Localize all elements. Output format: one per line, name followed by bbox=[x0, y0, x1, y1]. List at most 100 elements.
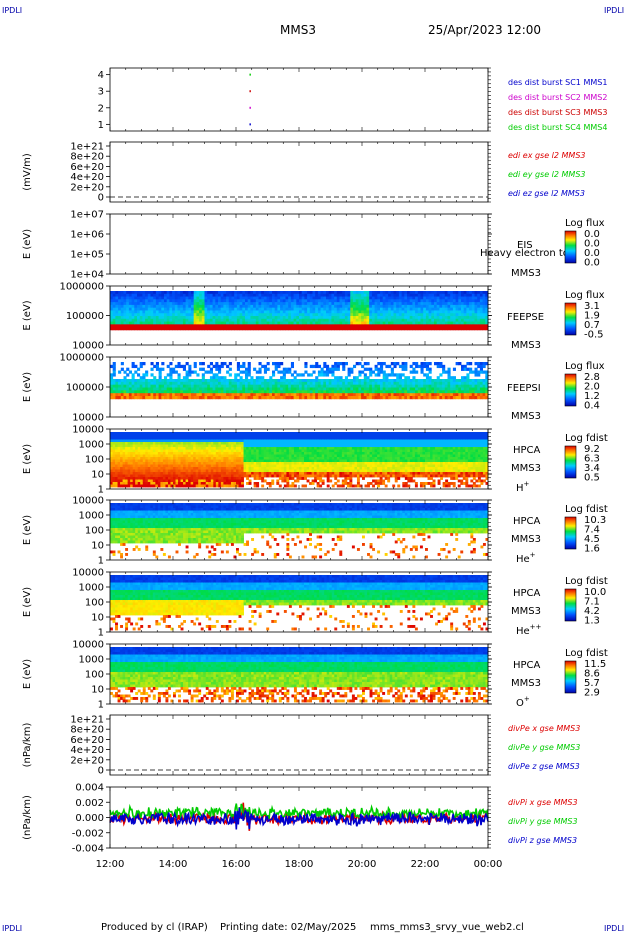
spectrogram-cell bbox=[280, 313, 284, 317]
spectrogram-cell bbox=[258, 464, 262, 468]
spectrogram-cell bbox=[296, 396, 300, 400]
spectrogram-cell bbox=[425, 291, 429, 295]
spectrogram-cell bbox=[273, 434, 277, 438]
spectrogram-cell bbox=[377, 293, 381, 297]
spectrogram-cell bbox=[134, 302, 138, 306]
spectrogram-cell bbox=[167, 479, 171, 483]
spectrogram-cell bbox=[139, 293, 143, 297]
spectrogram-cell bbox=[409, 381, 413, 386]
spectrogram-cell bbox=[210, 469, 214, 473]
spectrogram-cell bbox=[145, 479, 149, 483]
spectrogram-cell bbox=[315, 296, 319, 300]
spectrogram-cell bbox=[450, 387, 454, 391]
spectrogram-cell bbox=[131, 379, 135, 383]
spectrogram-cell bbox=[120, 457, 123, 460]
spectrogram-cell bbox=[193, 484, 197, 488]
spectrogram-cell bbox=[253, 459, 257, 463]
spectrogram-cell bbox=[209, 387, 213, 391]
spectrogram-cell bbox=[234, 396, 238, 400]
spectrogram-cell bbox=[309, 379, 313, 383]
spectrogram-cell bbox=[261, 376, 265, 380]
spectrogram-cell bbox=[225, 477, 229, 480]
spectrogram-cell bbox=[242, 310, 246, 314]
spectrogram-cell bbox=[215, 307, 219, 311]
spectrogram-cell bbox=[268, 447, 272, 450]
spectrogram-cell bbox=[263, 379, 267, 383]
y-tick-label: 1e+21 bbox=[70, 142, 104, 153]
spectrogram-cell bbox=[166, 313, 170, 317]
spectrogram-cell bbox=[150, 384, 154, 388]
spectrogram-cell bbox=[218, 293, 222, 297]
spectrogram-cell bbox=[263, 381, 267, 386]
spectrogram-cell bbox=[225, 452, 229, 455]
spectrogram-cell bbox=[444, 379, 448, 383]
spectrogram-cell bbox=[205, 434, 209, 438]
spectrogram-cell bbox=[425, 387, 429, 391]
spectrogram-cell bbox=[250, 387, 254, 391]
spectrogram-cell bbox=[246, 462, 249, 465]
spectrogram-cell bbox=[415, 310, 419, 314]
spectrogram-cell bbox=[185, 362, 189, 366]
spectrogram-cell bbox=[326, 293, 330, 297]
spectrogram-cell bbox=[428, 302, 432, 306]
spectrogram-cell bbox=[162, 484, 166, 488]
spectrogram-cell bbox=[137, 296, 141, 300]
spectrogram-cell bbox=[115, 381, 119, 386]
spectrogram-cell bbox=[274, 396, 278, 400]
spectrogram-cell bbox=[170, 442, 174, 445]
spectrogram-cell bbox=[350, 384, 354, 388]
spectrogram-cell bbox=[110, 310, 114, 314]
spectrogram-cell bbox=[226, 293, 230, 297]
spectrogram-cell bbox=[213, 434, 217, 438]
spectrogram-cell bbox=[382, 376, 386, 380]
spectrogram-cell bbox=[258, 293, 262, 297]
spectrogram-cell bbox=[193, 432, 197, 435]
spectrogram-cell bbox=[255, 299, 259, 303]
spectrogram-cell bbox=[301, 390, 305, 394]
spectrogram-cell bbox=[420, 387, 424, 391]
spectrogram-cell bbox=[253, 432, 257, 435]
spectrogram-cell bbox=[256, 462, 260, 465]
spectrogram-cell bbox=[223, 432, 227, 435]
spectrogram-cell bbox=[412, 376, 416, 380]
spectrogram-cell bbox=[434, 302, 438, 306]
spectrogram-cell bbox=[439, 384, 443, 388]
spectrogram-cell bbox=[125, 467, 129, 470]
spectrogram-cell bbox=[251, 452, 255, 455]
spectrogram-cell bbox=[112, 484, 116, 488]
spectrogram-cell bbox=[120, 321, 124, 325]
spectrogram-cell bbox=[145, 313, 149, 317]
spectrogram-cell bbox=[208, 447, 212, 450]
spectrogram-cell bbox=[320, 387, 324, 391]
spectrogram-cell bbox=[135, 434, 139, 438]
spectrogram-cell bbox=[152, 452, 156, 455]
spectrogram-cell bbox=[471, 313, 475, 317]
spectrogram-cell bbox=[420, 379, 424, 383]
spectrogram-cell bbox=[393, 316, 397, 320]
spectrogram-cell bbox=[293, 432, 297, 435]
spectrogram-cell bbox=[320, 393, 324, 397]
spectrogram-cell bbox=[477, 381, 481, 386]
spectrogram-cell bbox=[371, 390, 375, 394]
spectrogram-cell bbox=[374, 381, 378, 386]
spectrogram-cell bbox=[125, 457, 129, 460]
spectrogram-cell bbox=[226, 327, 230, 331]
spectrogram-cell bbox=[142, 439, 146, 443]
spectrogram-cell bbox=[123, 370, 127, 374]
spectrogram-cell bbox=[258, 442, 262, 445]
spectrogram-cell bbox=[388, 304, 392, 309]
spectrogram-cell bbox=[118, 387, 122, 391]
spectrogram-cell bbox=[328, 367, 332, 371]
spectrogram-cell bbox=[482, 313, 486, 317]
spectrogram-cell bbox=[195, 457, 199, 460]
spectrogram-cell bbox=[182, 384, 186, 388]
spectrogram-cell bbox=[461, 304, 465, 309]
spectrogram-cell bbox=[296, 462, 300, 465]
spectrogram-cell bbox=[320, 324, 324, 328]
spectrogram-cell bbox=[236, 477, 239, 480]
spectrogram-cell bbox=[317, 299, 321, 303]
spectrogram-cell bbox=[188, 447, 192, 450]
spectrogram-cell bbox=[209, 293, 213, 297]
spectrogram-cell bbox=[220, 362, 224, 366]
spectrogram-cell bbox=[115, 390, 119, 394]
